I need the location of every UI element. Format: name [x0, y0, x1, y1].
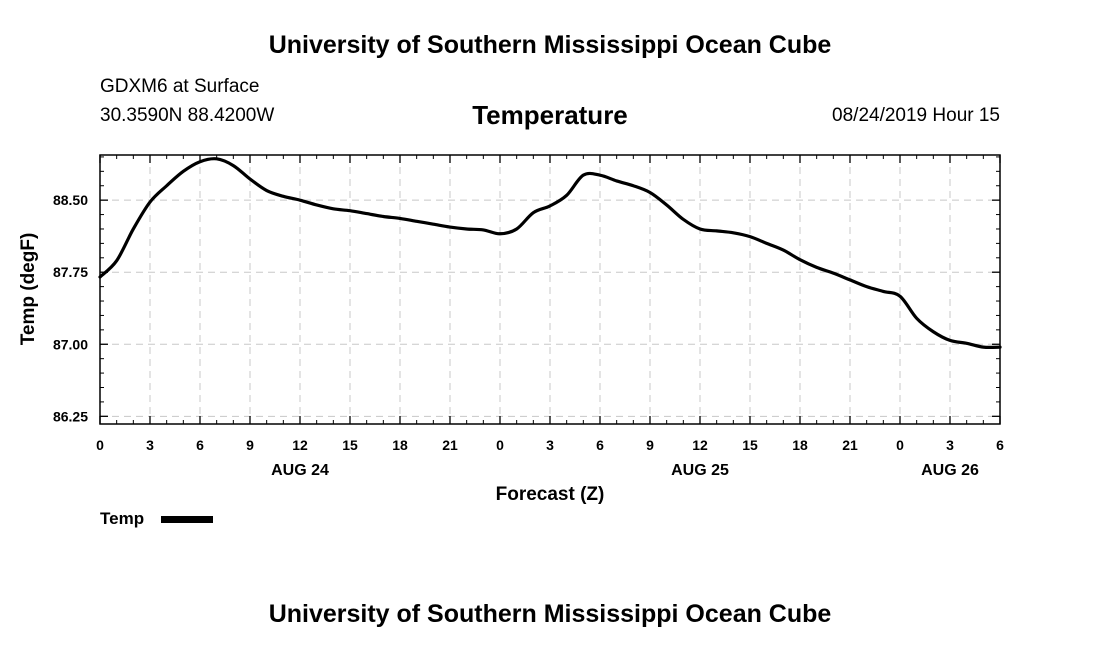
x-tick-label: 0 [96, 437, 104, 453]
station-name: GDXM6 at Surface [100, 76, 260, 97]
x-tick-label: 18 [392, 437, 408, 453]
y-axis-label: Temp (degF) [18, 233, 39, 346]
x-tick-label: 6 [196, 437, 204, 453]
station-coordinates: 30.3590N 88.4200W [100, 105, 275, 126]
legend-label: Temp [100, 509, 145, 528]
grid-lines [100, 155, 1000, 424]
x-tick-label: 15 [742, 437, 758, 453]
date-label: AUG 24 [271, 462, 329, 479]
x-tick-label: 0 [896, 437, 904, 453]
y-tick-label: 88.50 [53, 192, 88, 208]
x-tick-label: 3 [146, 437, 154, 453]
x-tick-label: 15 [342, 437, 358, 453]
x-tick-label: 21 [842, 437, 858, 453]
valid-time: 08/24/2019 Hour 15 [832, 105, 1000, 126]
y-tick-label: 87.00 [53, 336, 88, 352]
legend-swatch [161, 516, 213, 523]
date-label: AUG 25 [671, 462, 729, 479]
y-tick-label: 86.25 [53, 408, 88, 424]
series-layer [98, 157, 1002, 350]
x-tick-label: 3 [946, 437, 954, 453]
x-tick-label: 18 [792, 437, 808, 453]
x-tick-label: 6 [996, 437, 1004, 453]
x-axis: 0 3 6 9 12 15 18 21 0 3 6 9 12 15 18 21 0 3 6 AUG 24 AUG 25 A… [96, 155, 1004, 479]
footer-title: University of Southern Mississippi Ocean… [268, 600, 832, 628]
x-tick-label: 6 [596, 437, 604, 453]
date-label: AUG 26 [921, 462, 979, 479]
x-tick-label: 9 [646, 437, 654, 453]
series-line-temp [98, 157, 1002, 350]
x-tick-label: 21 [442, 437, 458, 453]
y-axis: 86.25 87.00 87.75 88.50 [53, 156, 1000, 424]
variable-title: Temperature [472, 100, 628, 130]
chart-title: University of Southern Mississippi Ocean… [268, 31, 832, 59]
x-axis-label: Forecast (Z) [496, 484, 605, 505]
x-tick-label: 12 [292, 437, 308, 453]
y-tick-label: 87.75 [53, 264, 88, 280]
x-tick-label: 3 [546, 437, 554, 453]
x-tick-label: 9 [246, 437, 254, 453]
x-tick-label: 0 [496, 437, 504, 453]
x-tick-label: 12 [692, 437, 708, 453]
